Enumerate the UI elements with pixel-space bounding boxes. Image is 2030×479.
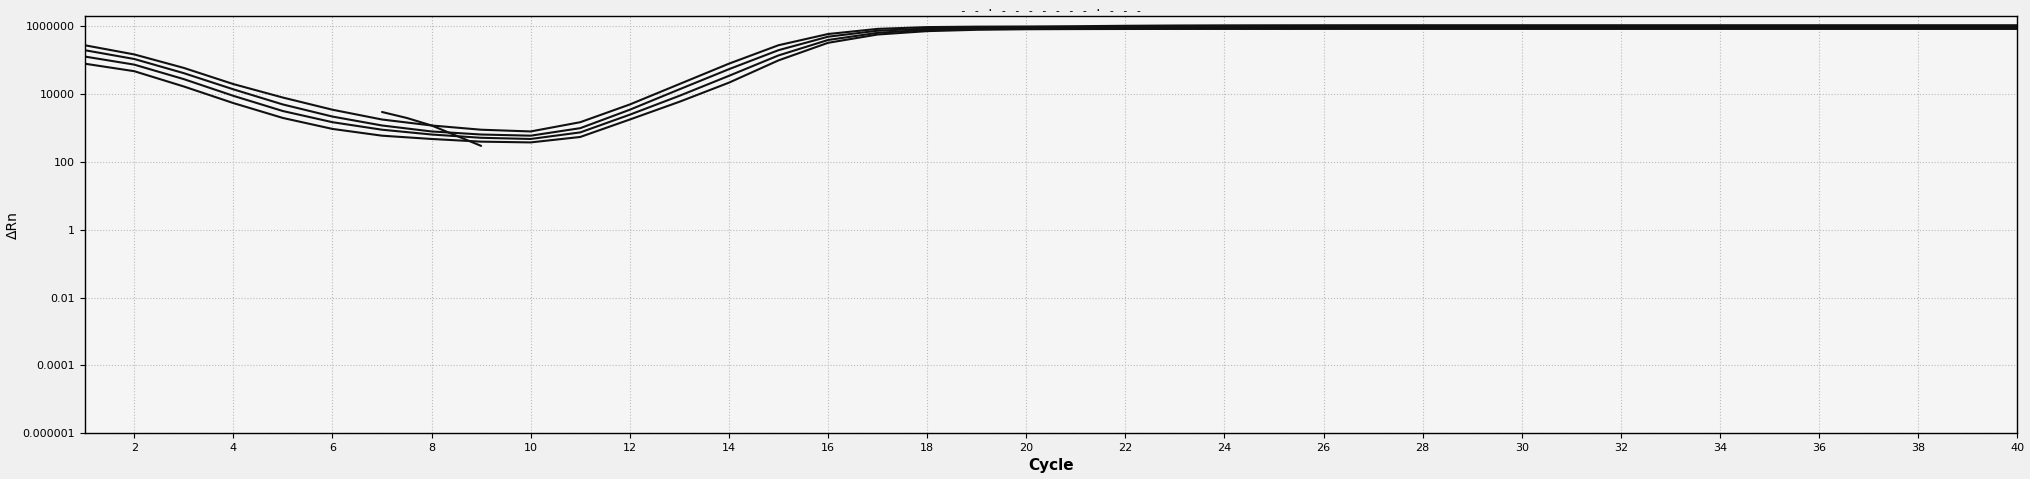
Title: - - · - - - - - - - · - - -: - - · - - - - - - - · - - - (960, 6, 1143, 15)
Y-axis label: ΔRn: ΔRn (6, 211, 20, 239)
X-axis label: Cycle: Cycle (1029, 458, 1074, 473)
